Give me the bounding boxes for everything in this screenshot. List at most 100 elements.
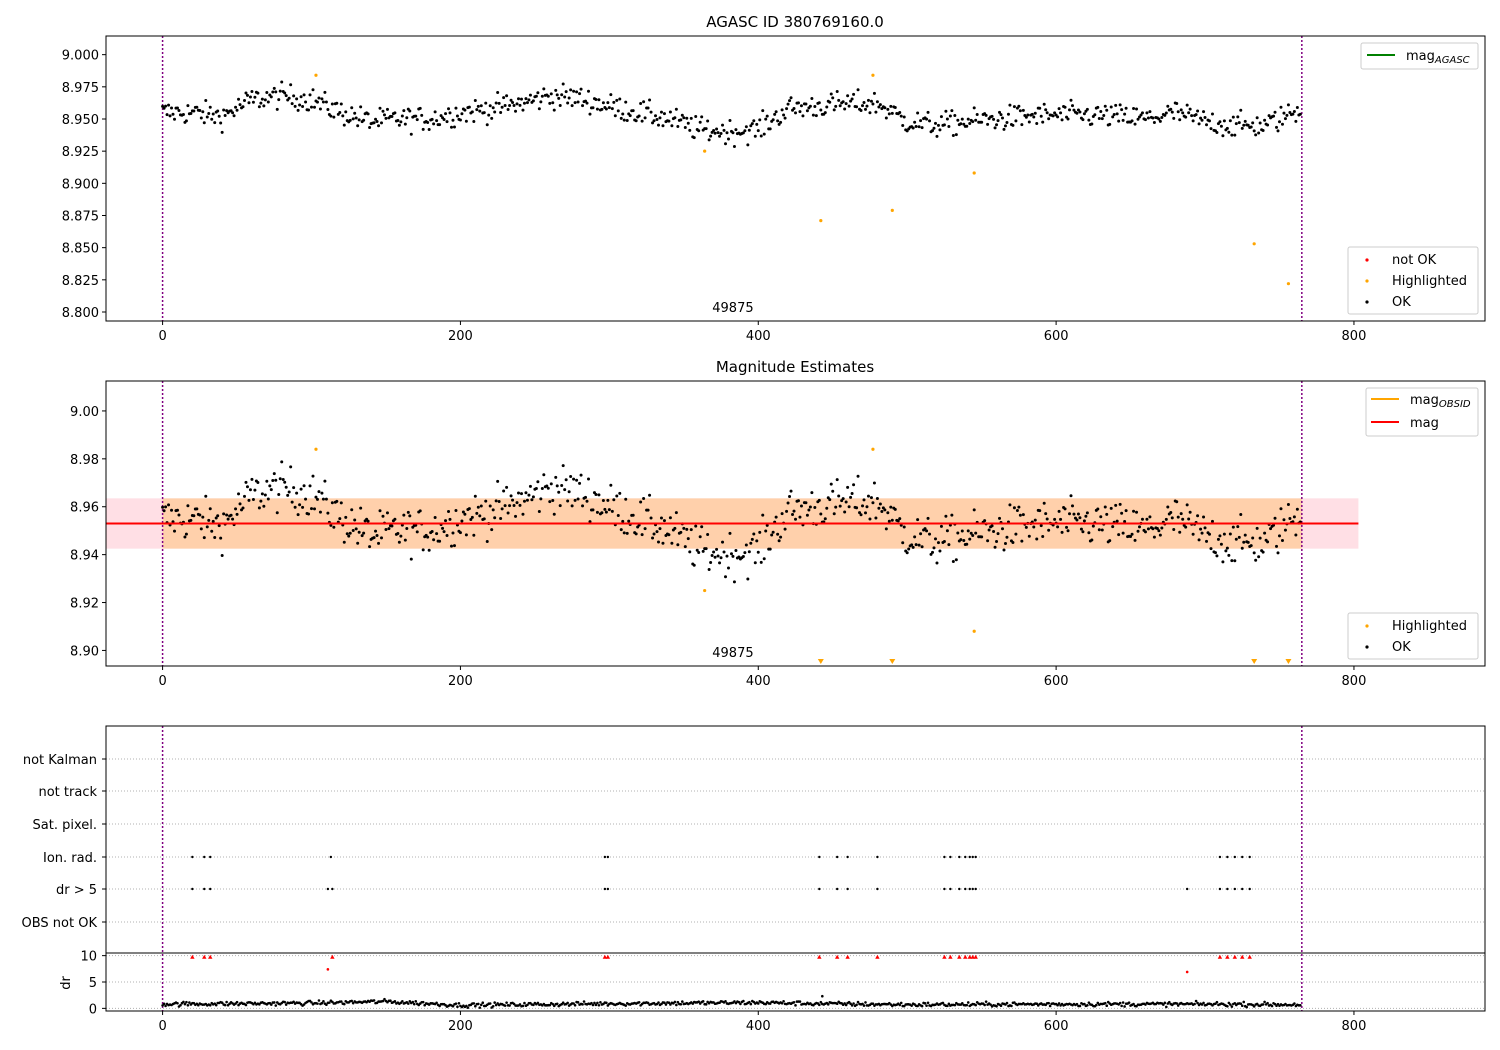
magnitude-ok-point <box>776 532 780 536</box>
magnitude-ok-point <box>1251 536 1255 540</box>
magnitude-ok-point <box>298 503 302 507</box>
dr-outlier-point <box>821 994 824 998</box>
agasc-ok-point <box>1255 116 1259 120</box>
dr-point <box>561 1001 565 1004</box>
dr-point <box>742 999 745 1003</box>
agasc-ok-point <box>382 113 386 117</box>
agasc-ok-point <box>804 102 808 106</box>
magnitude-ok-point <box>320 491 324 495</box>
flag-point <box>974 855 977 859</box>
agasc-ok-point <box>1108 122 1112 126</box>
dr-point <box>1087 1001 1091 1004</box>
magnitude-ok-point <box>402 513 406 517</box>
magnitude-ok-point <box>1169 510 1173 514</box>
dr-point <box>947 1002 951 1006</box>
dr-point <box>456 1005 459 1009</box>
magnitude-ok-point <box>560 484 564 488</box>
magnitude-ok-point <box>874 516 878 520</box>
magnitude-ok-point <box>356 541 360 545</box>
magnitude-ok-point <box>1008 503 1012 507</box>
dr-clipped-red-marker <box>834 954 840 959</box>
magnitude-ok-point <box>475 511 479 515</box>
agasc-ok-point <box>835 90 839 94</box>
magnitude-ok-point <box>1097 528 1101 532</box>
agasc-ok-point <box>624 100 628 104</box>
agasc-ok-point <box>557 96 561 100</box>
agasc-ok-point <box>1294 119 1298 123</box>
agasc-ok-point <box>439 114 443 118</box>
magnitude-ok-point <box>1254 558 1258 562</box>
magnitude-ok-point <box>286 493 290 497</box>
agasc-ok-point <box>1020 123 1024 127</box>
dr-point <box>856 1000 860 1004</box>
agasc-ok-point <box>712 128 716 132</box>
agasc-ok-point <box>805 109 809 113</box>
agasc-ok-point <box>531 99 535 103</box>
agasc-ok-point <box>1117 119 1121 123</box>
agasc-ok-point <box>588 112 592 116</box>
magnitude-ok-point <box>575 478 579 482</box>
magnitude-ok-point <box>1072 512 1076 516</box>
legend-label-highlighted: Highlighted <box>1392 274 1467 289</box>
magnitude-ok-point <box>506 511 510 515</box>
dr-point <box>1261 1003 1265 1006</box>
magnitude-ok-point <box>643 527 647 531</box>
agasc-ok-point <box>1221 134 1225 138</box>
agasc-ok-point <box>463 108 467 112</box>
agasc-highlighted-point-5 <box>972 171 976 175</box>
magnitude-ok-point <box>545 484 549 488</box>
agasc-ok-point <box>496 91 500 95</box>
agasc-ok-point <box>555 93 559 97</box>
agasc-ok-point <box>974 118 978 122</box>
agasc-ok-point <box>1100 117 1104 121</box>
agasc-ok-point <box>460 112 464 116</box>
agasc-ok-point <box>825 105 829 109</box>
dr-point <box>1095 1003 1098 1007</box>
magnitude-ok-point <box>563 488 567 492</box>
magnitude-ok-point <box>1187 517 1191 521</box>
magnitude-ok-point <box>925 529 929 533</box>
agasc-ok-point <box>171 112 175 116</box>
magnitude-ok-point <box>858 511 862 515</box>
legend-marker-not-ok <box>1365 258 1369 262</box>
flag-label-3: Ion. rad. <box>43 851 97 866</box>
magnitude-ok-point <box>1184 525 1188 529</box>
magnitude-ok-point <box>966 529 970 533</box>
magnitude-ok-point <box>884 527 888 531</box>
magnitude-ok-point <box>965 542 969 546</box>
magnitude-ok-point <box>581 504 585 508</box>
flag-point <box>203 855 206 859</box>
magnitude-ok-point <box>843 510 847 514</box>
dr-point <box>849 1002 852 1006</box>
magnitude-ok-point <box>731 554 735 558</box>
agasc-ok-point <box>372 121 376 125</box>
agasc-ok-point <box>968 122 972 126</box>
magnitude-ok-point <box>933 537 937 541</box>
agasc-ok-point <box>223 113 227 117</box>
dr-point <box>953 1003 957 1007</box>
agasc-ok-point <box>616 109 620 113</box>
flags-xtick-label-2: 400 <box>746 1019 771 1034</box>
magnitude-ok-point <box>791 513 795 517</box>
magnitude-ok-point <box>627 519 631 523</box>
magnitude-ok-point <box>390 524 394 528</box>
agasc-ok-point <box>794 111 797 115</box>
magnitude-ok-point <box>1024 525 1028 529</box>
magnitude-ok-point <box>794 517 797 521</box>
agasc-ok-point <box>756 129 760 133</box>
magnitude-ok-point <box>658 527 662 531</box>
agasc-ok-point <box>186 104 190 108</box>
agasc-ok-point <box>514 109 518 113</box>
magnitude-ok-point <box>554 475 558 479</box>
agasc-ok-point <box>454 106 458 110</box>
dr-point <box>183 1002 187 1006</box>
agasc-ok-point <box>1085 107 1089 111</box>
dr-point <box>292 1000 295 1004</box>
agasc-ok-point <box>855 105 859 109</box>
flag-point <box>971 855 974 859</box>
agasc-ok-point <box>302 93 306 97</box>
agasc-ok-point <box>1021 108 1025 112</box>
agasc-ok-point <box>308 93 312 97</box>
agasc-ok-point <box>1051 114 1055 118</box>
agasc-ok-point <box>448 111 452 115</box>
